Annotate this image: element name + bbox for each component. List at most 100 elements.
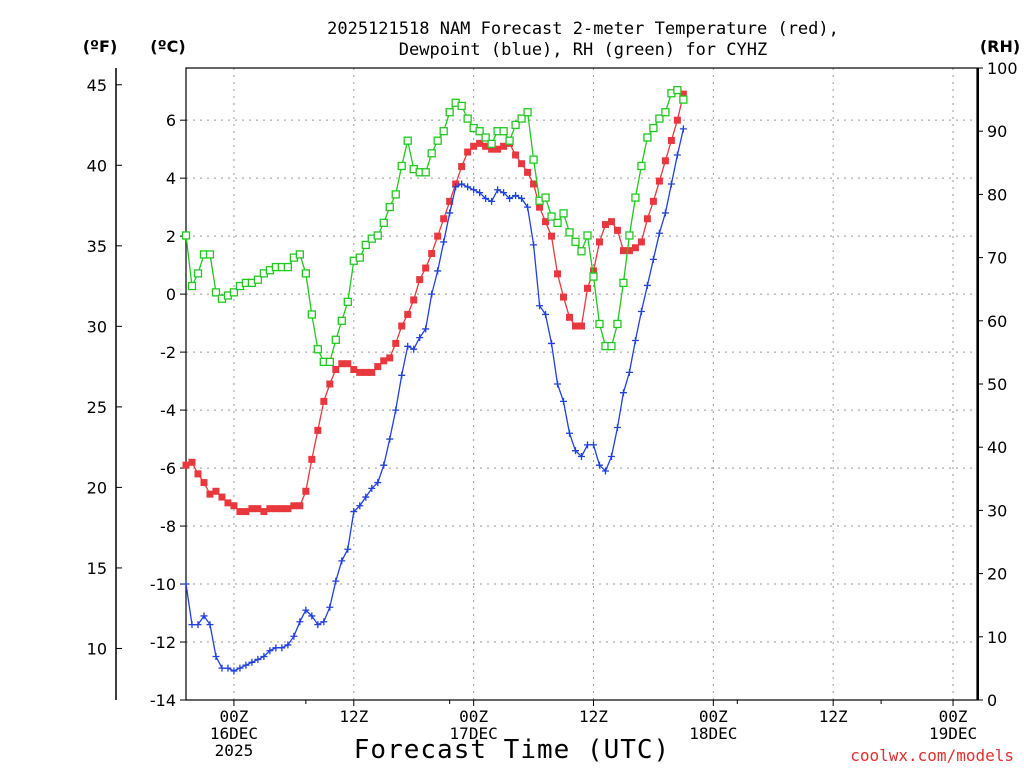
rh-point (439, 127, 448, 136)
temperature-point (619, 247, 627, 255)
dewpoint-point (212, 653, 220, 661)
rh-tick-label: 40 (987, 438, 1007, 457)
rh-point (499, 127, 508, 136)
dewpoint-point (482, 194, 490, 202)
temperature-point (673, 116, 681, 124)
dewpoint-point (302, 606, 310, 614)
dewpoint-point (182, 580, 190, 588)
dewpoint-point (589, 441, 597, 449)
dewpoint-point (673, 151, 681, 159)
dewpoint-point (637, 308, 645, 316)
temperature-point (206, 490, 214, 498)
dewpoint-point (206, 621, 214, 629)
temperature-point (643, 215, 651, 223)
temperature-point (230, 502, 238, 510)
rh-tick-label: 60 (987, 312, 1007, 331)
dewpoint-point (494, 186, 502, 194)
temperature-point (649, 197, 657, 205)
dewpoint-point (236, 664, 244, 672)
temperature-point (679, 90, 687, 98)
rh-point (481, 133, 490, 142)
rh-point (307, 310, 316, 319)
dewpoint-point (332, 577, 340, 585)
rh-point (613, 319, 622, 329)
temperature-point (254, 505, 262, 513)
rh-point (655, 114, 664, 123)
temperature-point (380, 357, 388, 365)
axes (115, 67, 979, 701)
rh-point (553, 218, 562, 227)
temperature-point (350, 366, 358, 374)
series-rh (181, 85, 688, 367)
temperature-point (308, 455, 316, 463)
dewpoint-point (224, 664, 232, 672)
temperature-point (272, 505, 280, 513)
dewpoint-point (607, 452, 615, 460)
rh-point (295, 250, 305, 259)
celsius-tick-label: -2 (160, 343, 176, 362)
series-layer (181, 85, 688, 675)
temperature-point (302, 487, 310, 495)
fahrenheit-tick-label: 30 (87, 317, 107, 336)
temperature-point (440, 215, 448, 223)
dewpoint-point (578, 452, 585, 460)
dewpoint-point (386, 435, 394, 443)
temperature-point (266, 505, 274, 513)
dewpoint-point (440, 238, 448, 246)
temperature-point (500, 142, 508, 150)
temperature-point (410, 296, 418, 304)
temperature-point (356, 368, 364, 376)
dewpoint-point (194, 621, 202, 629)
rh-tick-label: 20 (987, 565, 1007, 584)
chart-title-line-1: 2025121518 NAM Forecast 2-meter Temperat… (327, 19, 839, 39)
temperature-point (560, 293, 568, 301)
rh-point (631, 193, 640, 202)
rh-tick-label: 50 (987, 375, 1007, 394)
fahrenheit-tick-label: 45 (87, 76, 107, 95)
time-tick-label: 12Z (579, 707, 608, 726)
celsius-tick-label: -14 (150, 691, 176, 710)
rh-point (643, 133, 652, 142)
temperature-point (655, 177, 663, 185)
dewpoint-point (572, 447, 580, 455)
time-tick-label: 18DEC (689, 724, 737, 743)
dewpoint-point (679, 125, 687, 133)
rh-point (559, 209, 568, 218)
dewpoint-point (344, 545, 352, 553)
rh-tick-label: 30 (987, 501, 1007, 520)
dewpoint-point (260, 653, 268, 661)
dewpoint-point (601, 467, 609, 475)
rh-tick-label: 90 (987, 122, 1007, 141)
temperature-point (470, 142, 478, 150)
rh-point (325, 357, 334, 367)
fahrenheit-tick-label: 15 (87, 559, 107, 578)
rh-point (511, 120, 520, 130)
temperature-point (218, 493, 226, 501)
temperature-point (404, 310, 412, 318)
series-temperature (182, 90, 687, 516)
fahrenheit-tick-label: 10 (87, 639, 107, 658)
rh-point (607, 341, 616, 351)
dewpoint-point (338, 557, 346, 565)
rh-point (427, 149, 436, 158)
time-tick-label: 19DEC (929, 724, 977, 743)
dewpoint-point (254, 655, 262, 663)
dewpoint-point (320, 618, 328, 626)
temperature-point (422, 264, 430, 272)
temperature-point (667, 136, 675, 144)
rh-point (487, 139, 496, 148)
temperature-point (446, 197, 454, 205)
dewpoint-point (470, 186, 478, 194)
temperature-point (368, 368, 376, 376)
temperature-point (661, 157, 669, 165)
dewpoint-point (350, 508, 358, 516)
temperature-point (542, 218, 550, 226)
x-axis-label: Forecast Time (UTC) (354, 735, 670, 765)
rh-point (379, 218, 388, 227)
chart-title-line-2: Dewpoint (blue), RH (green) for CYHZ (399, 40, 767, 60)
temperature-point (398, 322, 406, 330)
rh-point (571, 237, 580, 246)
temperature-point (344, 360, 352, 368)
